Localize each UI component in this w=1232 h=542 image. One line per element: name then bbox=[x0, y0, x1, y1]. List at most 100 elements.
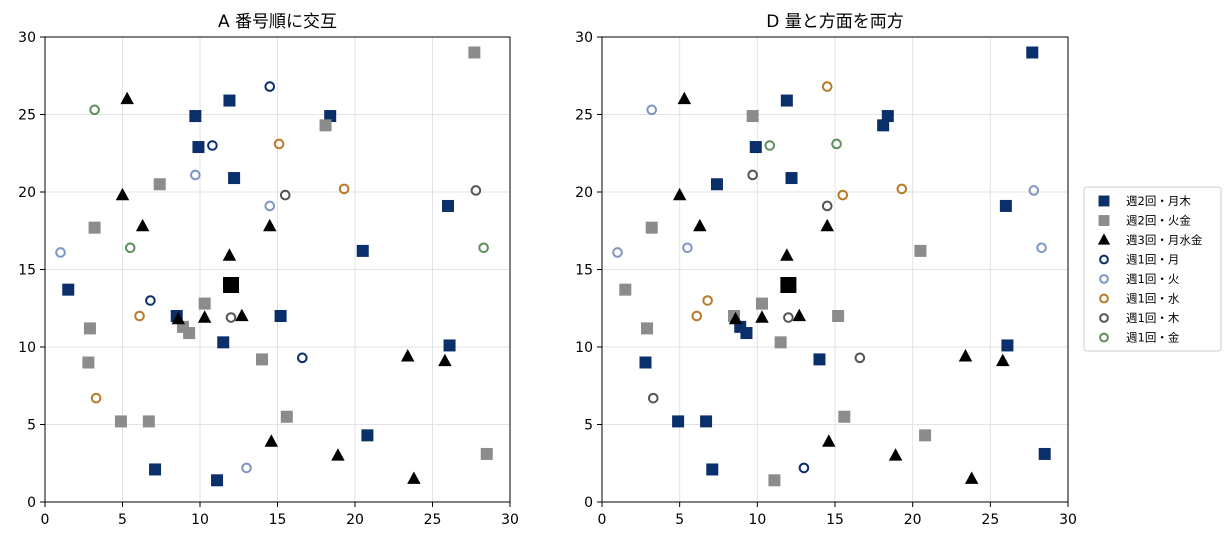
point-4-0 bbox=[55, 247, 66, 258]
point-2-5 bbox=[171, 311, 186, 325]
x-tick-label: 20 bbox=[346, 512, 364, 528]
y-tick-label: 15 bbox=[18, 263, 36, 279]
point-5-3 bbox=[702, 295, 713, 306]
x-tick-label: 15 bbox=[826, 512, 844, 528]
point-2-11 bbox=[331, 448, 345, 461]
y-tick-label: 30 bbox=[575, 30, 593, 46]
legend-box bbox=[1083, 186, 1222, 352]
legend-marker-0 bbox=[1098, 195, 1110, 207]
point-4-0 bbox=[646, 104, 658, 116]
point-0-5 bbox=[710, 178, 723, 191]
point-6-0 bbox=[747, 169, 758, 181]
point-2-3 bbox=[780, 248, 794, 261]
point-0-0 bbox=[189, 110, 202, 123]
point-1-6 bbox=[774, 336, 787, 349]
x-tick-label: 10 bbox=[191, 512, 209, 528]
point-5-1 bbox=[837, 189, 849, 201]
x-tick-label: 5 bbox=[675, 512, 684, 528]
point-0-7 bbox=[999, 199, 1012, 212]
legend-label: 週1回・火 bbox=[1126, 272, 1180, 286]
point-0-9 bbox=[356, 244, 369, 257]
y-tick-label: 25 bbox=[575, 108, 593, 124]
x-tick-label: 15 bbox=[269, 512, 287, 528]
point-7-1 bbox=[831, 138, 842, 150]
point-0-4 bbox=[749, 141, 762, 154]
y-tick-label: 10 bbox=[575, 340, 593, 356]
point-3-0 bbox=[264, 81, 276, 92]
point-0-10 bbox=[442, 199, 454, 212]
point-5-2 bbox=[896, 183, 908, 195]
point-4-3 bbox=[241, 462, 252, 474]
point-2-12 bbox=[964, 471, 979, 484]
point-5-1 bbox=[338, 183, 350, 195]
point-0-9 bbox=[740, 327, 753, 340]
point-2-1 bbox=[115, 187, 130, 201]
point-4-2 bbox=[682, 242, 693, 254]
point-2-10 bbox=[264, 434, 279, 447]
point-0-3 bbox=[877, 119, 890, 132]
point-2-6 bbox=[755, 310, 769, 323]
point-5-4 bbox=[691, 310, 703, 322]
point-3-1 bbox=[207, 140, 218, 151]
scatter-panel-a: A 番号順に交互 0 5 10 15 20 25 30 0 5 10 15 20 25 30 bbox=[18, 12, 519, 528]
point-1-10 bbox=[198, 297, 211, 310]
x-tick-label: 5 bbox=[118, 512, 127, 528]
x-tick-label: 10 bbox=[748, 512, 766, 528]
point-1-11 bbox=[768, 474, 781, 487]
point-4-3 bbox=[1028, 185, 1040, 196]
x-tick-label: 30 bbox=[501, 512, 519, 528]
depot-marker bbox=[223, 277, 239, 293]
point-0-12 bbox=[361, 429, 374, 442]
point-6-1 bbox=[225, 312, 237, 323]
point-2-11 bbox=[888, 448, 903, 461]
point-0-1 bbox=[780, 94, 793, 107]
point-1-2 bbox=[153, 178, 166, 191]
point-0-11 bbox=[813, 353, 826, 366]
point-2-1 bbox=[672, 187, 687, 201]
y-tick-label: 5 bbox=[584, 418, 593, 434]
point-1-9 bbox=[838, 410, 851, 423]
point-0-16 bbox=[1038, 447, 1051, 460]
point-2-10 bbox=[822, 434, 836, 447]
point-0-15 bbox=[706, 463, 719, 476]
point-2-7 bbox=[792, 308, 807, 322]
point-6-1 bbox=[821, 200, 833, 212]
point-4-1 bbox=[190, 169, 201, 181]
point-0-13 bbox=[672, 415, 685, 428]
legend-label: 週1回・月 bbox=[1126, 253, 1179, 267]
y-tick-label: 20 bbox=[18, 185, 36, 201]
point-0-11 bbox=[443, 339, 456, 352]
point-4-1 bbox=[612, 247, 623, 258]
point-1-9 bbox=[183, 327, 196, 340]
point-2-12 bbox=[407, 471, 421, 484]
legend-marker-3 bbox=[1099, 254, 1109, 265]
point-1-7 bbox=[832, 310, 845, 322]
point-4-4 bbox=[1036, 242, 1047, 254]
point-0-14 bbox=[211, 474, 224, 487]
point-5-2 bbox=[134, 310, 145, 322]
scatter-panel-d: D 量と方面を両方 0 5 10 15 20 25 30 0 5 10 15 20 25 30 bbox=[575, 12, 1077, 528]
point-0-14 bbox=[700, 415, 713, 428]
point-5-0 bbox=[821, 81, 833, 92]
legend-label: 週3回・月水金 bbox=[1126, 233, 1203, 247]
point-1-12 bbox=[280, 410, 293, 423]
point-0-6 bbox=[785, 172, 798, 185]
point-2-7 bbox=[235, 308, 249, 322]
point-1-3 bbox=[88, 221, 101, 234]
legend-label: 週1回・木 bbox=[1126, 311, 1180, 325]
point-0-1 bbox=[192, 141, 205, 154]
point-1-6 bbox=[114, 415, 127, 428]
point-1-5 bbox=[755, 297, 768, 310]
legend: 週2回・月木週2回・火金週3回・月水金週1回・月週1回・火週1回・水週1回・木週… bbox=[1083, 186, 1222, 352]
y-tick-label: 5 bbox=[27, 418, 36, 434]
point-1-8 bbox=[914, 244, 927, 257]
legend-marker-2 bbox=[1097, 233, 1111, 245]
y-tick-label: 20 bbox=[575, 185, 593, 201]
point-1-1 bbox=[645, 221, 658, 234]
legend-marker-4 bbox=[1099, 274, 1109, 284]
point-0-13 bbox=[149, 463, 162, 476]
point-1-2 bbox=[619, 283, 632, 296]
point-2-2 bbox=[693, 218, 707, 232]
point-2-2 bbox=[135, 218, 150, 232]
point-7-1 bbox=[124, 242, 136, 254]
